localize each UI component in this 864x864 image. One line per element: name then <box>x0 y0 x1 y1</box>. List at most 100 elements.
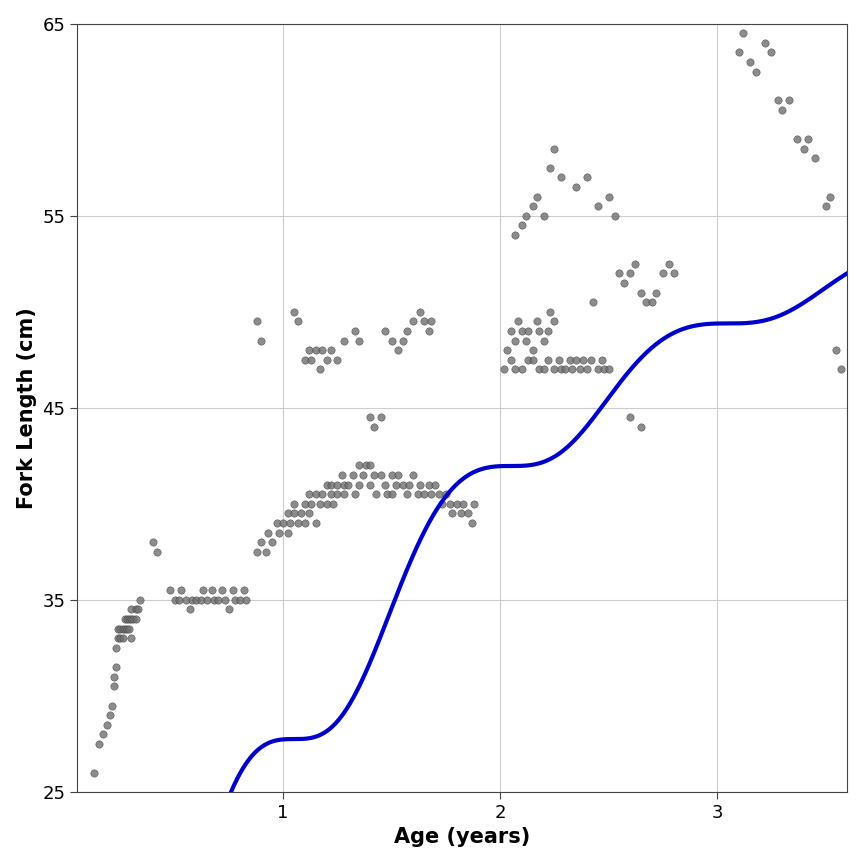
Point <box>281 526 295 540</box>
Point <box>308 343 322 357</box>
Point <box>374 410 388 424</box>
Point <box>575 353 589 366</box>
Point <box>402 478 416 492</box>
Point <box>109 660 123 674</box>
Point <box>359 459 372 473</box>
Point <box>530 314 544 328</box>
Point <box>100 718 114 732</box>
Point <box>378 324 392 338</box>
Point <box>819 200 833 213</box>
Point <box>353 459 366 473</box>
Point <box>413 305 427 319</box>
Point <box>443 497 457 511</box>
Point <box>150 545 164 559</box>
Point <box>337 478 351 492</box>
Point <box>601 363 615 377</box>
Point <box>823 189 837 203</box>
Point <box>146 536 160 550</box>
Point <box>511 314 524 328</box>
Point <box>526 353 540 366</box>
Point <box>389 478 403 492</box>
Point <box>378 478 392 492</box>
Point <box>218 593 232 607</box>
Point <box>324 478 338 492</box>
Point <box>617 276 631 290</box>
Point <box>656 266 670 280</box>
Point <box>313 497 327 511</box>
Point <box>304 353 318 366</box>
Point <box>417 314 431 328</box>
Point <box>515 363 529 377</box>
Point <box>261 526 275 540</box>
Point <box>543 161 557 175</box>
Point <box>532 324 546 338</box>
Point <box>424 314 438 328</box>
Point <box>548 314 562 328</box>
Point <box>530 189 544 203</box>
Point <box>526 200 540 213</box>
Point <box>541 353 555 366</box>
Point <box>562 353 576 366</box>
Point <box>732 46 746 60</box>
Point <box>315 487 329 501</box>
Point <box>341 478 355 492</box>
Point <box>467 497 481 511</box>
Point <box>765 46 778 60</box>
Point <box>320 497 334 511</box>
Point <box>357 468 371 482</box>
Point <box>367 468 381 482</box>
Point <box>552 353 566 366</box>
Point <box>179 593 193 607</box>
Point <box>337 487 351 501</box>
Point <box>324 487 338 501</box>
Point <box>532 363 546 377</box>
Point <box>406 314 420 328</box>
Point <box>226 583 240 597</box>
Point <box>113 632 127 645</box>
Point <box>265 536 279 550</box>
Point <box>320 478 334 492</box>
Point <box>109 641 123 655</box>
Point <box>439 487 453 501</box>
Point <box>591 200 605 213</box>
Point <box>118 622 131 636</box>
Point <box>331 487 345 501</box>
Point <box>429 478 442 492</box>
Point <box>422 324 435 338</box>
Point <box>446 506 460 520</box>
Point <box>749 65 763 79</box>
Point <box>565 363 579 377</box>
Point <box>130 602 144 616</box>
Point <box>251 545 264 559</box>
Point <box>116 622 130 636</box>
Point <box>302 487 316 501</box>
Point <box>233 593 247 607</box>
Point <box>118 613 131 626</box>
Point <box>595 353 609 366</box>
Point <box>782 93 796 107</box>
Point <box>331 478 345 492</box>
Point <box>367 420 381 434</box>
Point <box>111 632 125 645</box>
Point <box>172 593 186 607</box>
Point <box>291 516 305 530</box>
Point <box>400 324 414 338</box>
Point <box>736 27 750 41</box>
Point <box>120 613 134 626</box>
Point <box>391 468 405 482</box>
Point <box>638 295 652 309</box>
Point <box>498 363 511 377</box>
Point <box>504 353 518 366</box>
Point <box>206 593 220 607</box>
Point <box>508 334 522 347</box>
Point <box>508 363 522 377</box>
Point <box>391 343 405 357</box>
Point <box>624 266 638 280</box>
Point <box>526 343 540 357</box>
Point <box>537 334 550 347</box>
Point <box>185 593 199 607</box>
Point <box>400 487 414 501</box>
Point <box>348 487 362 501</box>
Point <box>124 632 138 645</box>
Point <box>313 363 327 377</box>
